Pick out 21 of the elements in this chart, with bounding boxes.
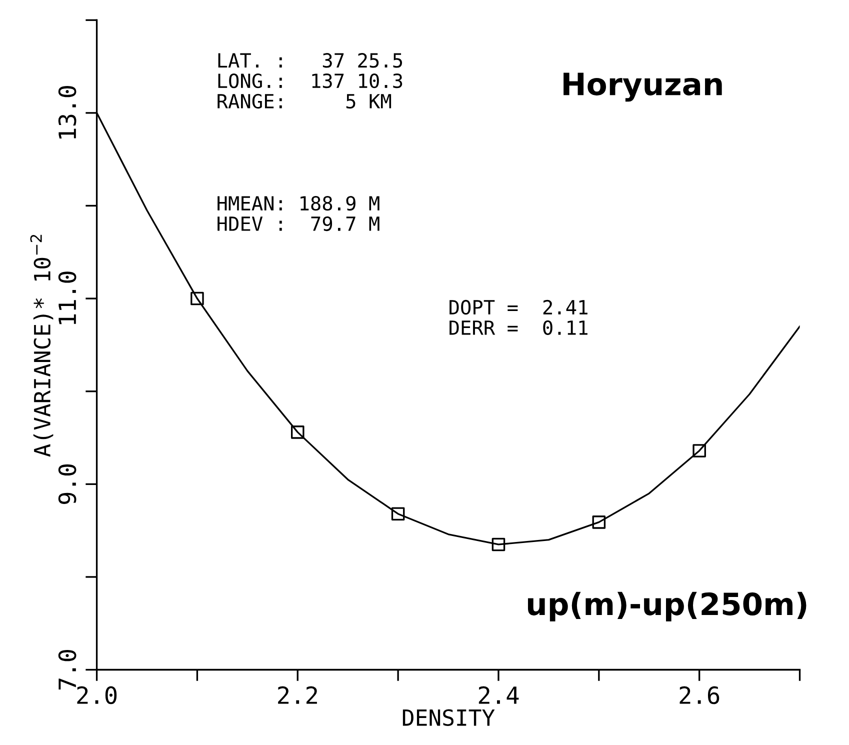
x-tick-label: 2.0 <box>77 686 117 704</box>
point <box>391 507 405 520</box>
y-tick-label: 9.0 <box>58 464 76 504</box>
x-tick-label: 2.4 <box>478 686 519 704</box>
x-tick-label: 2.2 <box>278 686 317 704</box>
y-axis-title: A(VARIANCE)* 10$^{−2}$ <box>30 234 54 457</box>
annotation: Horyuzan <box>564 72 722 102</box>
annotation: up(m)-up(250m) <box>528 592 806 622</box>
point <box>692 444 706 458</box>
y-tick-label: 13.0 <box>58 86 76 139</box>
annotation: HMEAN: 188.9 M HDEV : 79.7 M <box>218 196 380 232</box>
annotation: LAT. : 37 25.5 LONG.: 137 10.3 RANGE: 5 KM <box>218 53 402 109</box>
x-tick-label: 2.6 <box>680 686 720 704</box>
point <box>492 538 506 552</box>
y-tick-label: 11.0 <box>58 272 76 324</box>
point <box>592 516 606 529</box>
point <box>290 426 304 439</box>
annotation: DOPT = 2.41 DERR = 0.11 <box>450 300 588 336</box>
point <box>190 292 204 306</box>
y-tick-label: 7.0 <box>58 650 76 690</box>
x-axis-title: DENSITY <box>402 709 495 726</box>
